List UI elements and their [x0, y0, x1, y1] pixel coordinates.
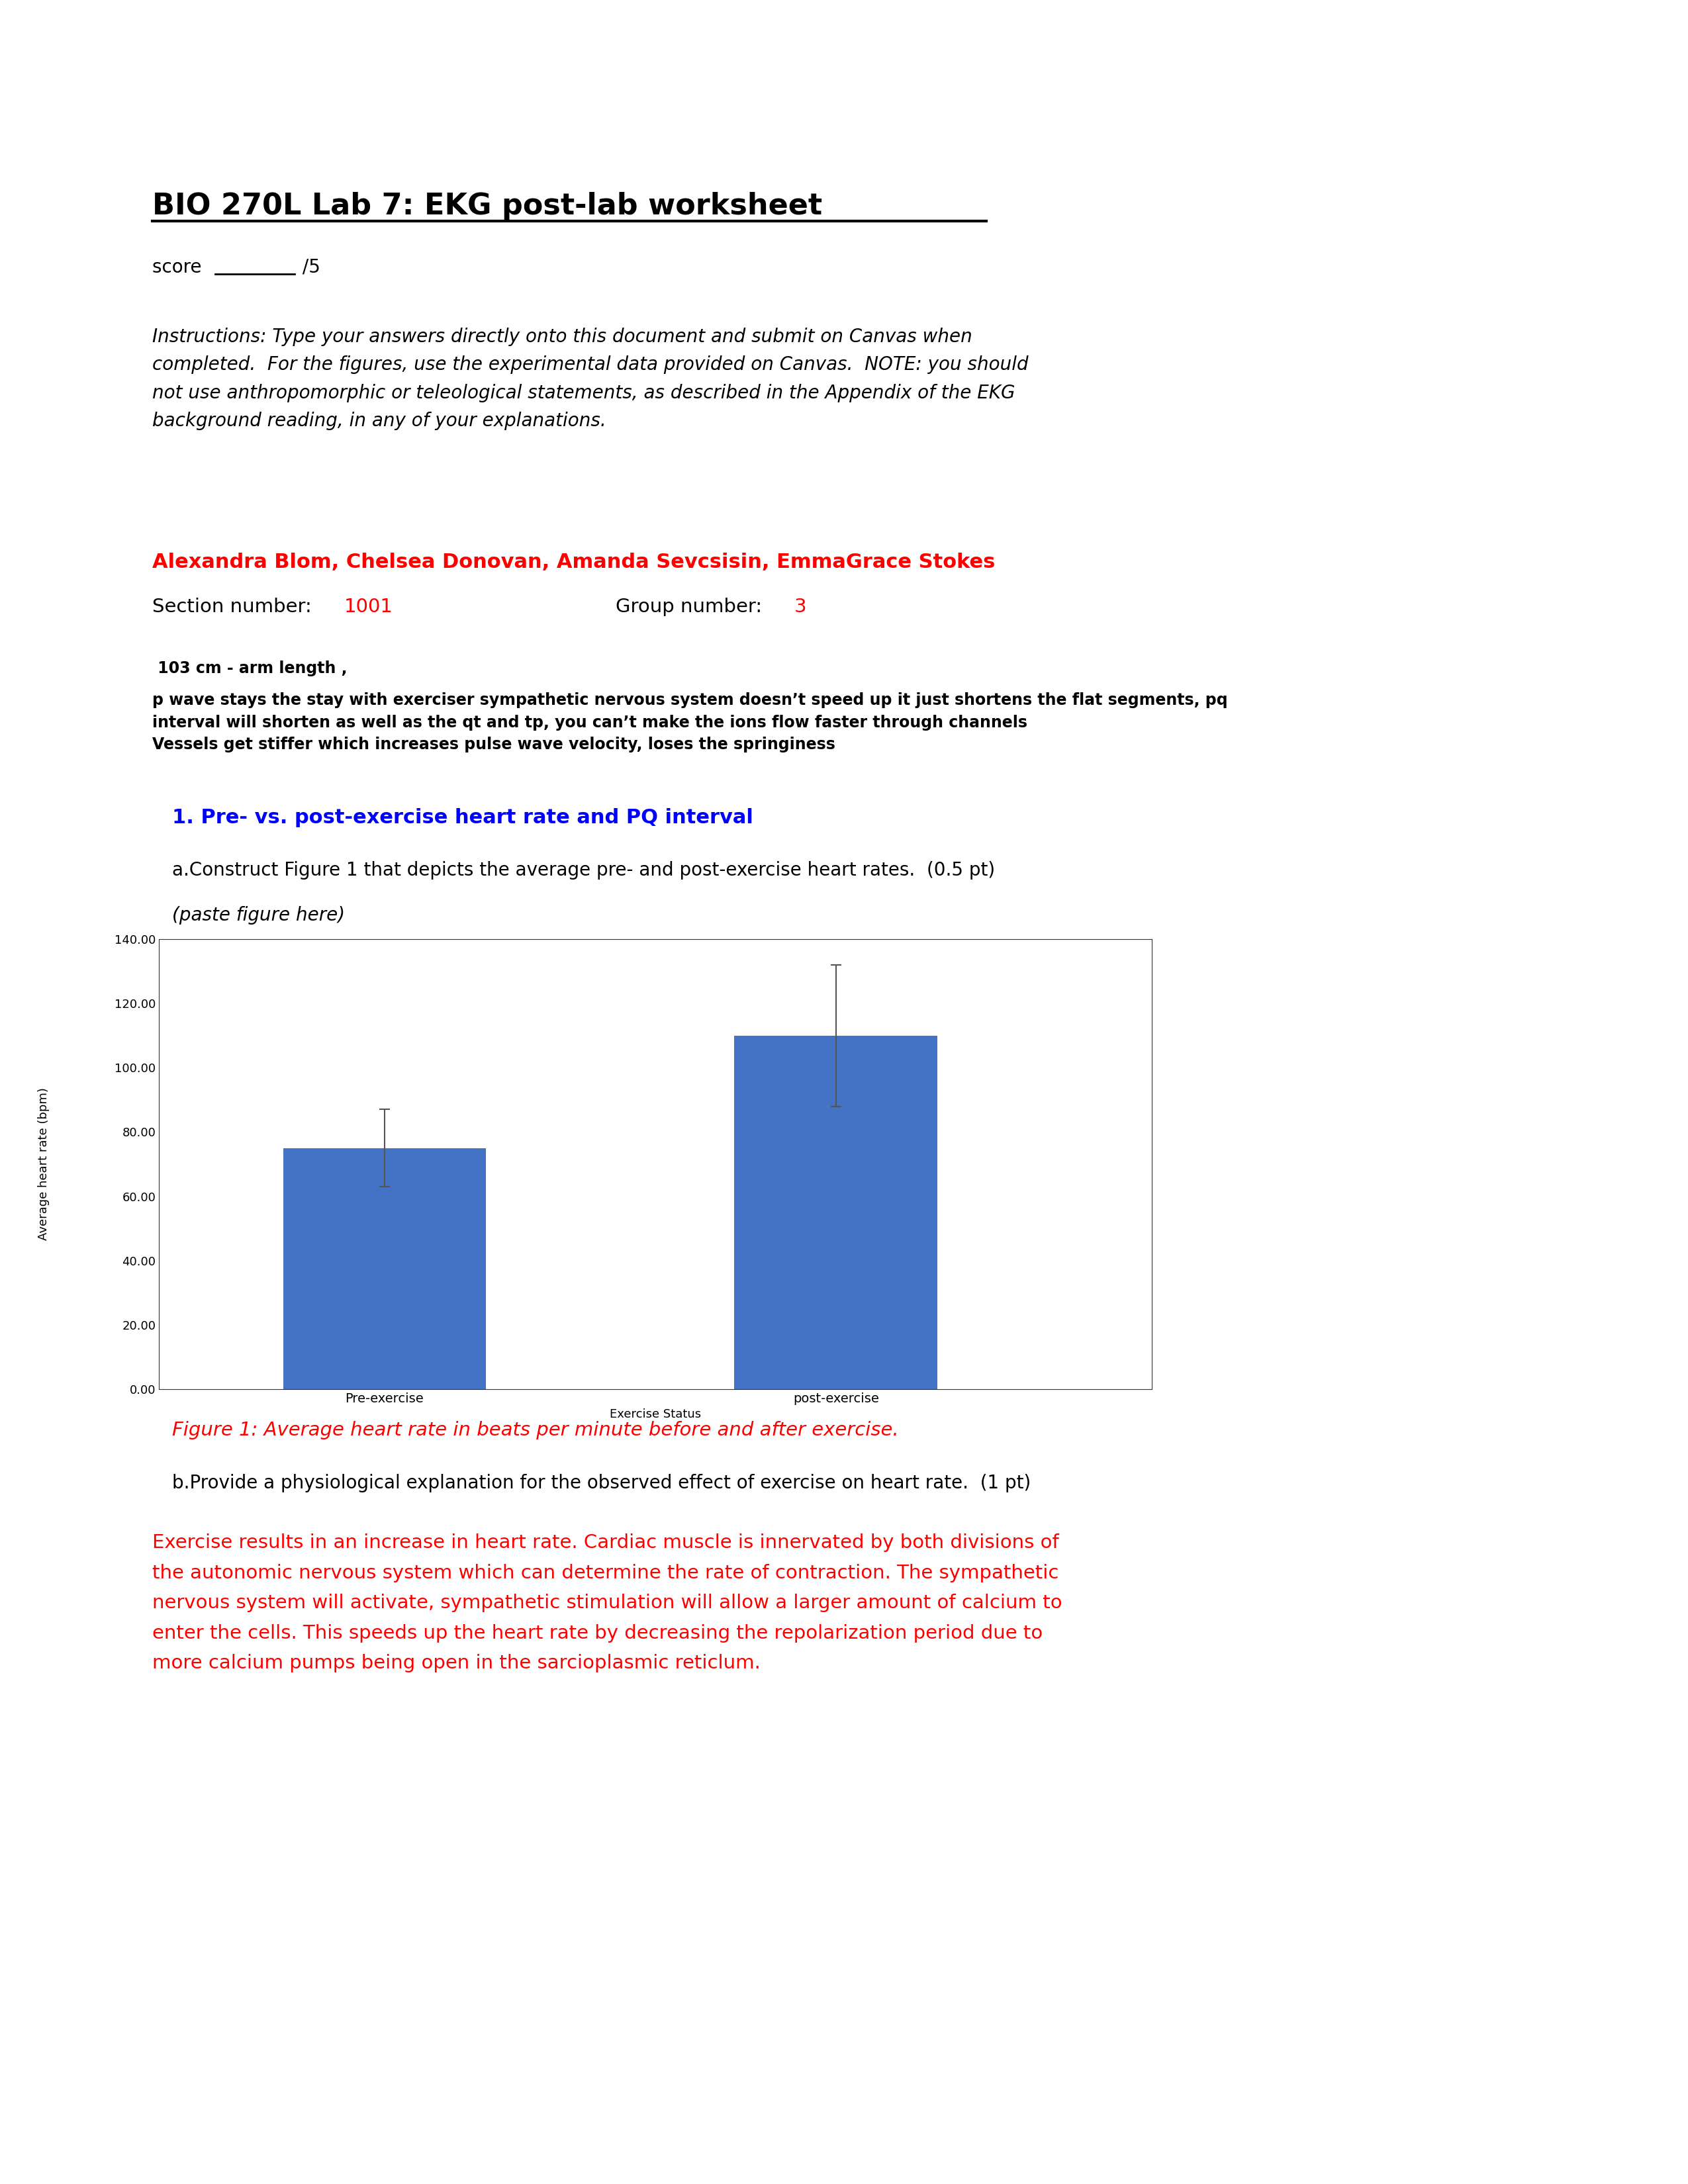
Text: a.Construct Figure 1 that depicts the average pre- and post-exercise heart rates: a.Construct Figure 1 that depicts the av… — [172, 860, 994, 880]
Bar — [734, 1035, 937, 1389]
Text: /5: /5 — [297, 258, 321, 277]
Text: Instructions: Type your answers directly onto this document and submit on Canvas: Instructions: Type your answers directly… — [152, 328, 1028, 430]
Bar — [284, 1149, 486, 1389]
Text: 1. Pre- vs. post-exercise heart rate and PQ interval: 1. Pre- vs. post-exercise heart rate and… — [172, 808, 753, 828]
Text: Section number:: Section number: — [152, 598, 324, 616]
Text: Exercise results in an increase in heart rate. Cardiac muscle is innervated by b: Exercise results in an increase in heart… — [152, 1533, 1062, 1673]
Text: 1001: 1001 — [344, 598, 393, 616]
Text: score: score — [152, 258, 213, 277]
Text: BIO 270L Lab 7: EKG post-lab worksheet: BIO 270L Lab 7: EKG post-lab worksheet — [152, 192, 822, 221]
X-axis label: Exercise Status: Exercise Status — [609, 1409, 701, 1420]
Text: (paste figure here): (paste figure here) — [172, 906, 344, 924]
Text: p wave stays the stay with exerciser sympathetic nervous system doesn’t speed up: p wave stays the stay with exerciser sym… — [152, 692, 1227, 753]
Text: Figure 1: Average heart rate in beats per minute before and after exercise.: Figure 1: Average heart rate in beats pe… — [172, 1422, 898, 1439]
Text: Alexandra Blom, Chelsea Donovan, Amanda Sevcsisin, EmmaGrace Stokes: Alexandra Blom, Chelsea Donovan, Amanda … — [152, 553, 996, 572]
Text: 103 cm - arm length ,: 103 cm - arm length , — [152, 660, 348, 677]
Text: 3: 3 — [795, 598, 807, 616]
Y-axis label: Average heart rate (bpm): Average heart rate (bpm) — [37, 1088, 49, 1241]
Text: b.Provide a physiological explanation for the observed effect of exercise on hea: b.Provide a physiological explanation fo… — [172, 1474, 1031, 1492]
Text: Group number:: Group number: — [616, 598, 768, 616]
